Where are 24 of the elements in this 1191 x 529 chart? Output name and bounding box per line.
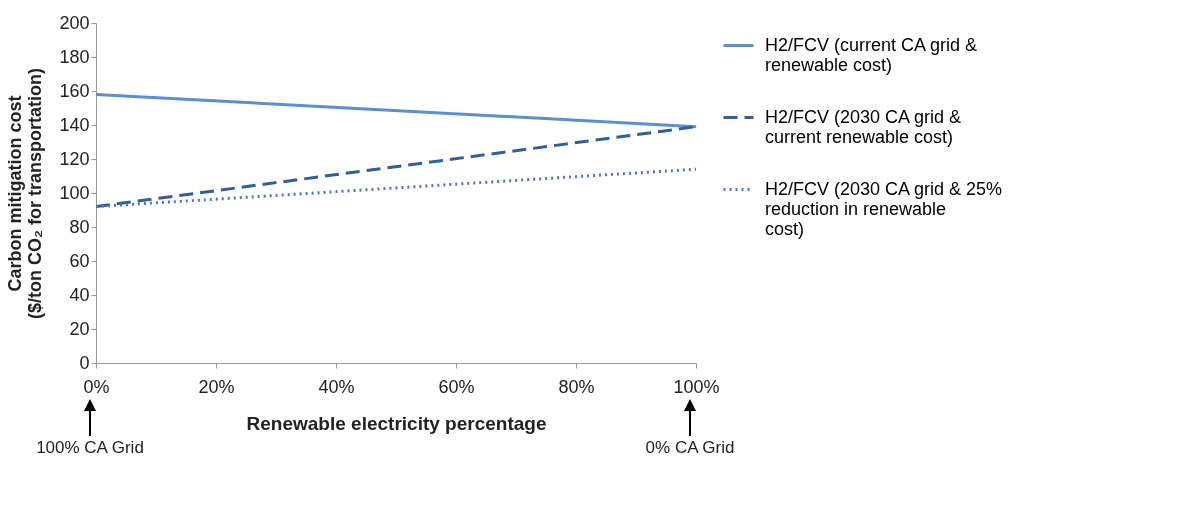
y-tick-label: 80 bbox=[69, 216, 90, 237]
y-tick-label: 180 bbox=[59, 46, 90, 67]
y-tick-label: 140 bbox=[59, 114, 90, 135]
x-tick-label: 0% bbox=[83, 376, 110, 397]
x-tick-label: 40% bbox=[318, 376, 355, 397]
x-axis-title: Renewable electricity percentage bbox=[246, 412, 547, 434]
x-tick-label: 100% bbox=[673, 376, 720, 397]
text: 0% CA Grid bbox=[645, 438, 735, 458]
legend-label: H2/FCV (2030 CA grid & current renewable cost) bbox=[765, 106, 962, 147]
y-tick-label: 40 bbox=[69, 284, 90, 305]
text: 100% CA Grid bbox=[36, 438, 144, 458]
y-tick-label: 60 bbox=[69, 250, 90, 271]
y-axis-title: Carbon mitigation cost ($/ton CO₂ for transportation) bbox=[5, 68, 46, 319]
x-tick-label: 20% bbox=[198, 376, 235, 397]
y-tick-label: 0 bbox=[79, 352, 90, 373]
x-tick-label: 60% bbox=[438, 376, 475, 397]
y-tick-label: 100 bbox=[59, 182, 90, 203]
x-tick-label: 80% bbox=[558, 376, 595, 397]
y-tick-label: 160 bbox=[59, 80, 90, 101]
y-tick-label: 200 bbox=[59, 12, 90, 33]
y-tick-label: 120 bbox=[59, 148, 90, 169]
legend-label: H2/FCV (2030 CA grid & 25% reduction in renewable cost) bbox=[765, 178, 1003, 239]
y-tick-label: 20 bbox=[69, 318, 90, 339]
legend-label: H2/FCV (current CA grid & renewable cost) bbox=[765, 34, 978, 75]
